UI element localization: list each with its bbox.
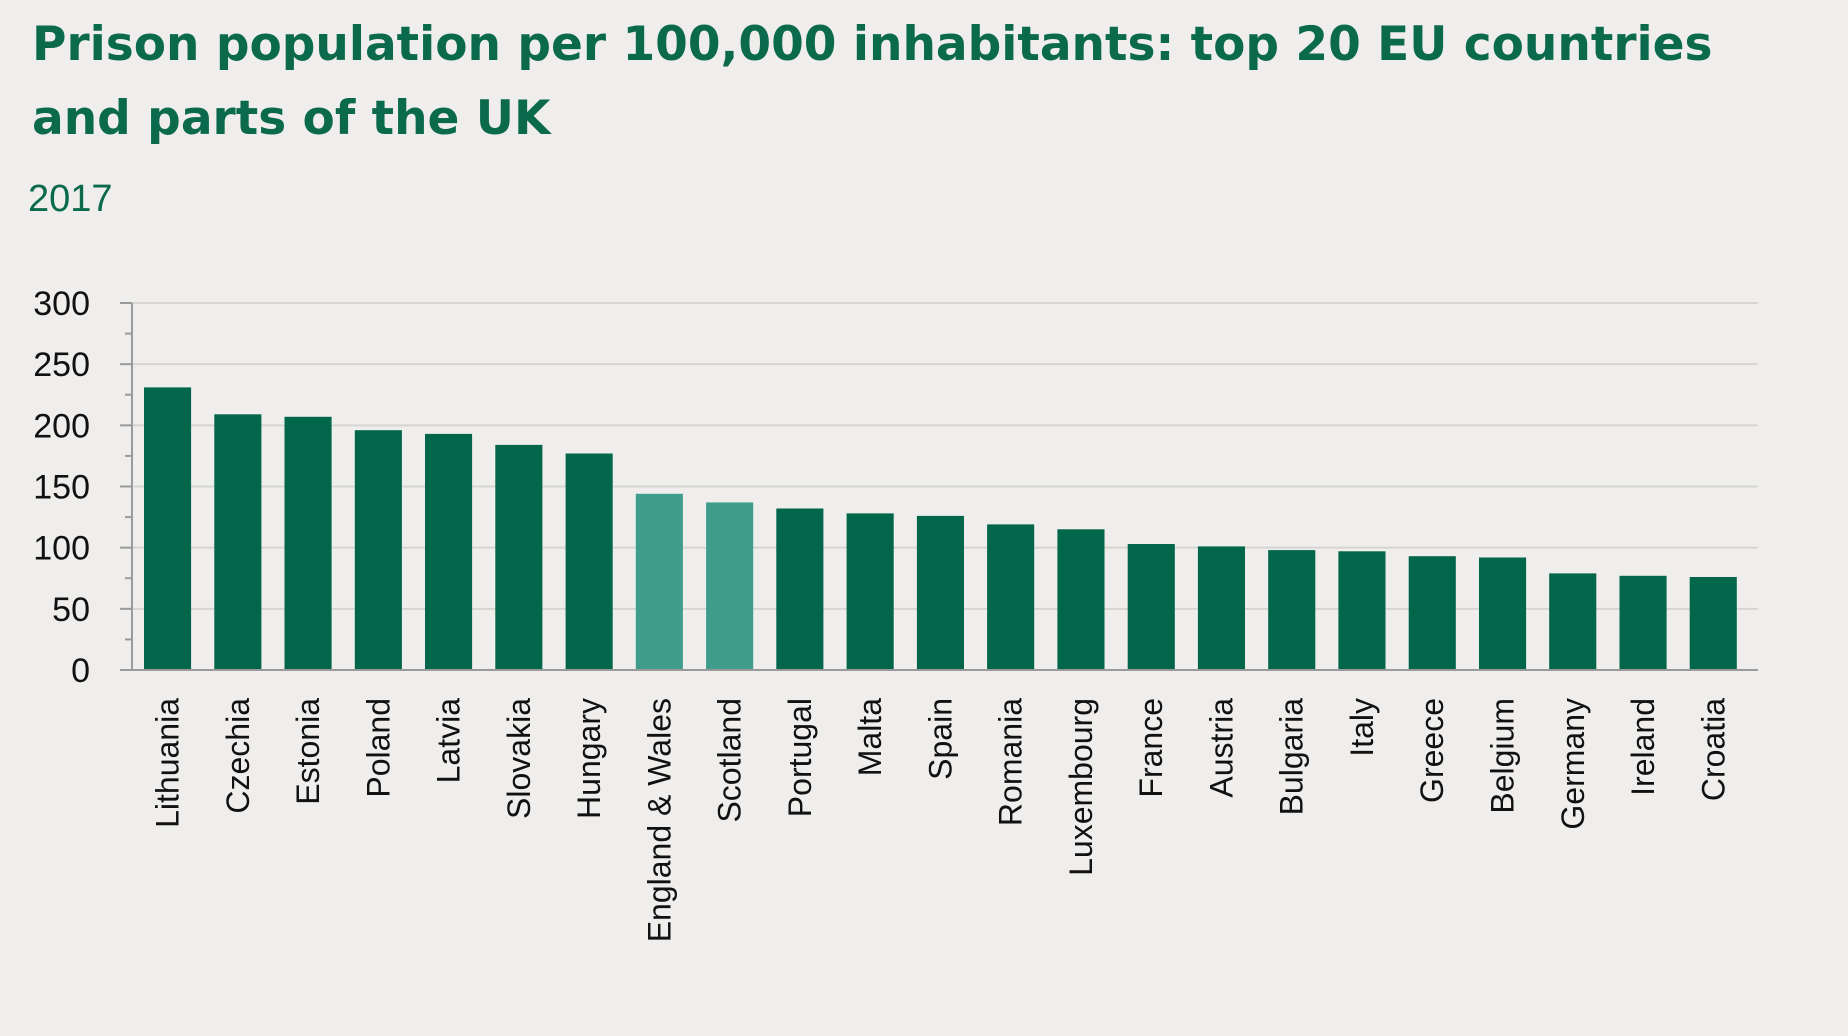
x-category-label: England & Wales xyxy=(641,698,677,942)
x-category-label: Hungary xyxy=(571,698,607,819)
x-category-label: Lithuania xyxy=(150,698,186,828)
bar-estonia xyxy=(284,416,332,670)
bar-romania xyxy=(987,524,1035,670)
bar-slovakia xyxy=(495,444,543,670)
x-category-label: Poland xyxy=(360,698,396,798)
bar-czechia xyxy=(214,414,262,670)
bar-lithuania xyxy=(144,387,192,670)
x-category-label: Italy xyxy=(1344,698,1380,757)
x-category-label: Romania xyxy=(993,698,1029,826)
x-category-label: Belgium xyxy=(1485,698,1521,814)
bar-germany xyxy=(1549,573,1597,670)
bar-england-wales xyxy=(635,493,683,670)
bar-austria xyxy=(1197,546,1245,670)
x-category-label: Ireland xyxy=(1625,698,1661,796)
x-category-label: Croatia xyxy=(1695,698,1731,801)
y-tick-label: 50 xyxy=(52,591,90,629)
bar-scotland xyxy=(706,502,754,670)
x-category-label: Luxembourg xyxy=(1063,698,1099,876)
y-tick-label: 300 xyxy=(33,285,90,323)
chart-subtitle: 2017 xyxy=(28,178,113,220)
bar-bulgaria xyxy=(1268,550,1316,670)
x-category-label: Scotland xyxy=(712,698,748,823)
x-category-label: Greece xyxy=(1414,698,1450,803)
y-tick-label: 100 xyxy=(33,530,90,568)
x-category-label: France xyxy=(1133,698,1169,798)
x-category-label: Bulgaria xyxy=(1274,698,1310,816)
bar-belgium xyxy=(1479,557,1527,670)
y-tick-label: 0 xyxy=(71,652,90,690)
bar-poland xyxy=(354,430,402,670)
bar-france xyxy=(1127,544,1175,670)
bar-luxembourg xyxy=(1057,529,1105,670)
x-category-label: Austria xyxy=(1204,698,1240,798)
bar-italy xyxy=(1338,551,1386,670)
chart-title: Prison population per 100,000 inhabitant… xyxy=(32,17,1713,146)
bar-portugal xyxy=(776,508,824,670)
bar-ireland xyxy=(1619,575,1667,670)
x-category-label: Estonia xyxy=(290,698,326,805)
x-category-label: Latvia xyxy=(431,698,467,784)
bar-croatia xyxy=(1689,577,1737,670)
bar-malta xyxy=(846,513,894,670)
x-category-label: Czechia xyxy=(220,698,256,814)
bar-hungary xyxy=(565,453,613,670)
y-tick-label: 200 xyxy=(33,407,90,445)
x-category-label: Slovakia xyxy=(501,698,537,819)
x-category-label: Spain xyxy=(922,698,958,780)
x-category-label: Germany xyxy=(1555,698,1591,830)
x-category-label: Portugal xyxy=(782,698,818,817)
y-tick-label: 150 xyxy=(33,469,90,507)
bar-latvia xyxy=(425,433,473,670)
x-category-label: Malta xyxy=(852,698,888,776)
bar-spain xyxy=(916,515,964,670)
bar-greece xyxy=(1408,556,1456,670)
y-tick-label: 250 xyxy=(33,346,90,384)
